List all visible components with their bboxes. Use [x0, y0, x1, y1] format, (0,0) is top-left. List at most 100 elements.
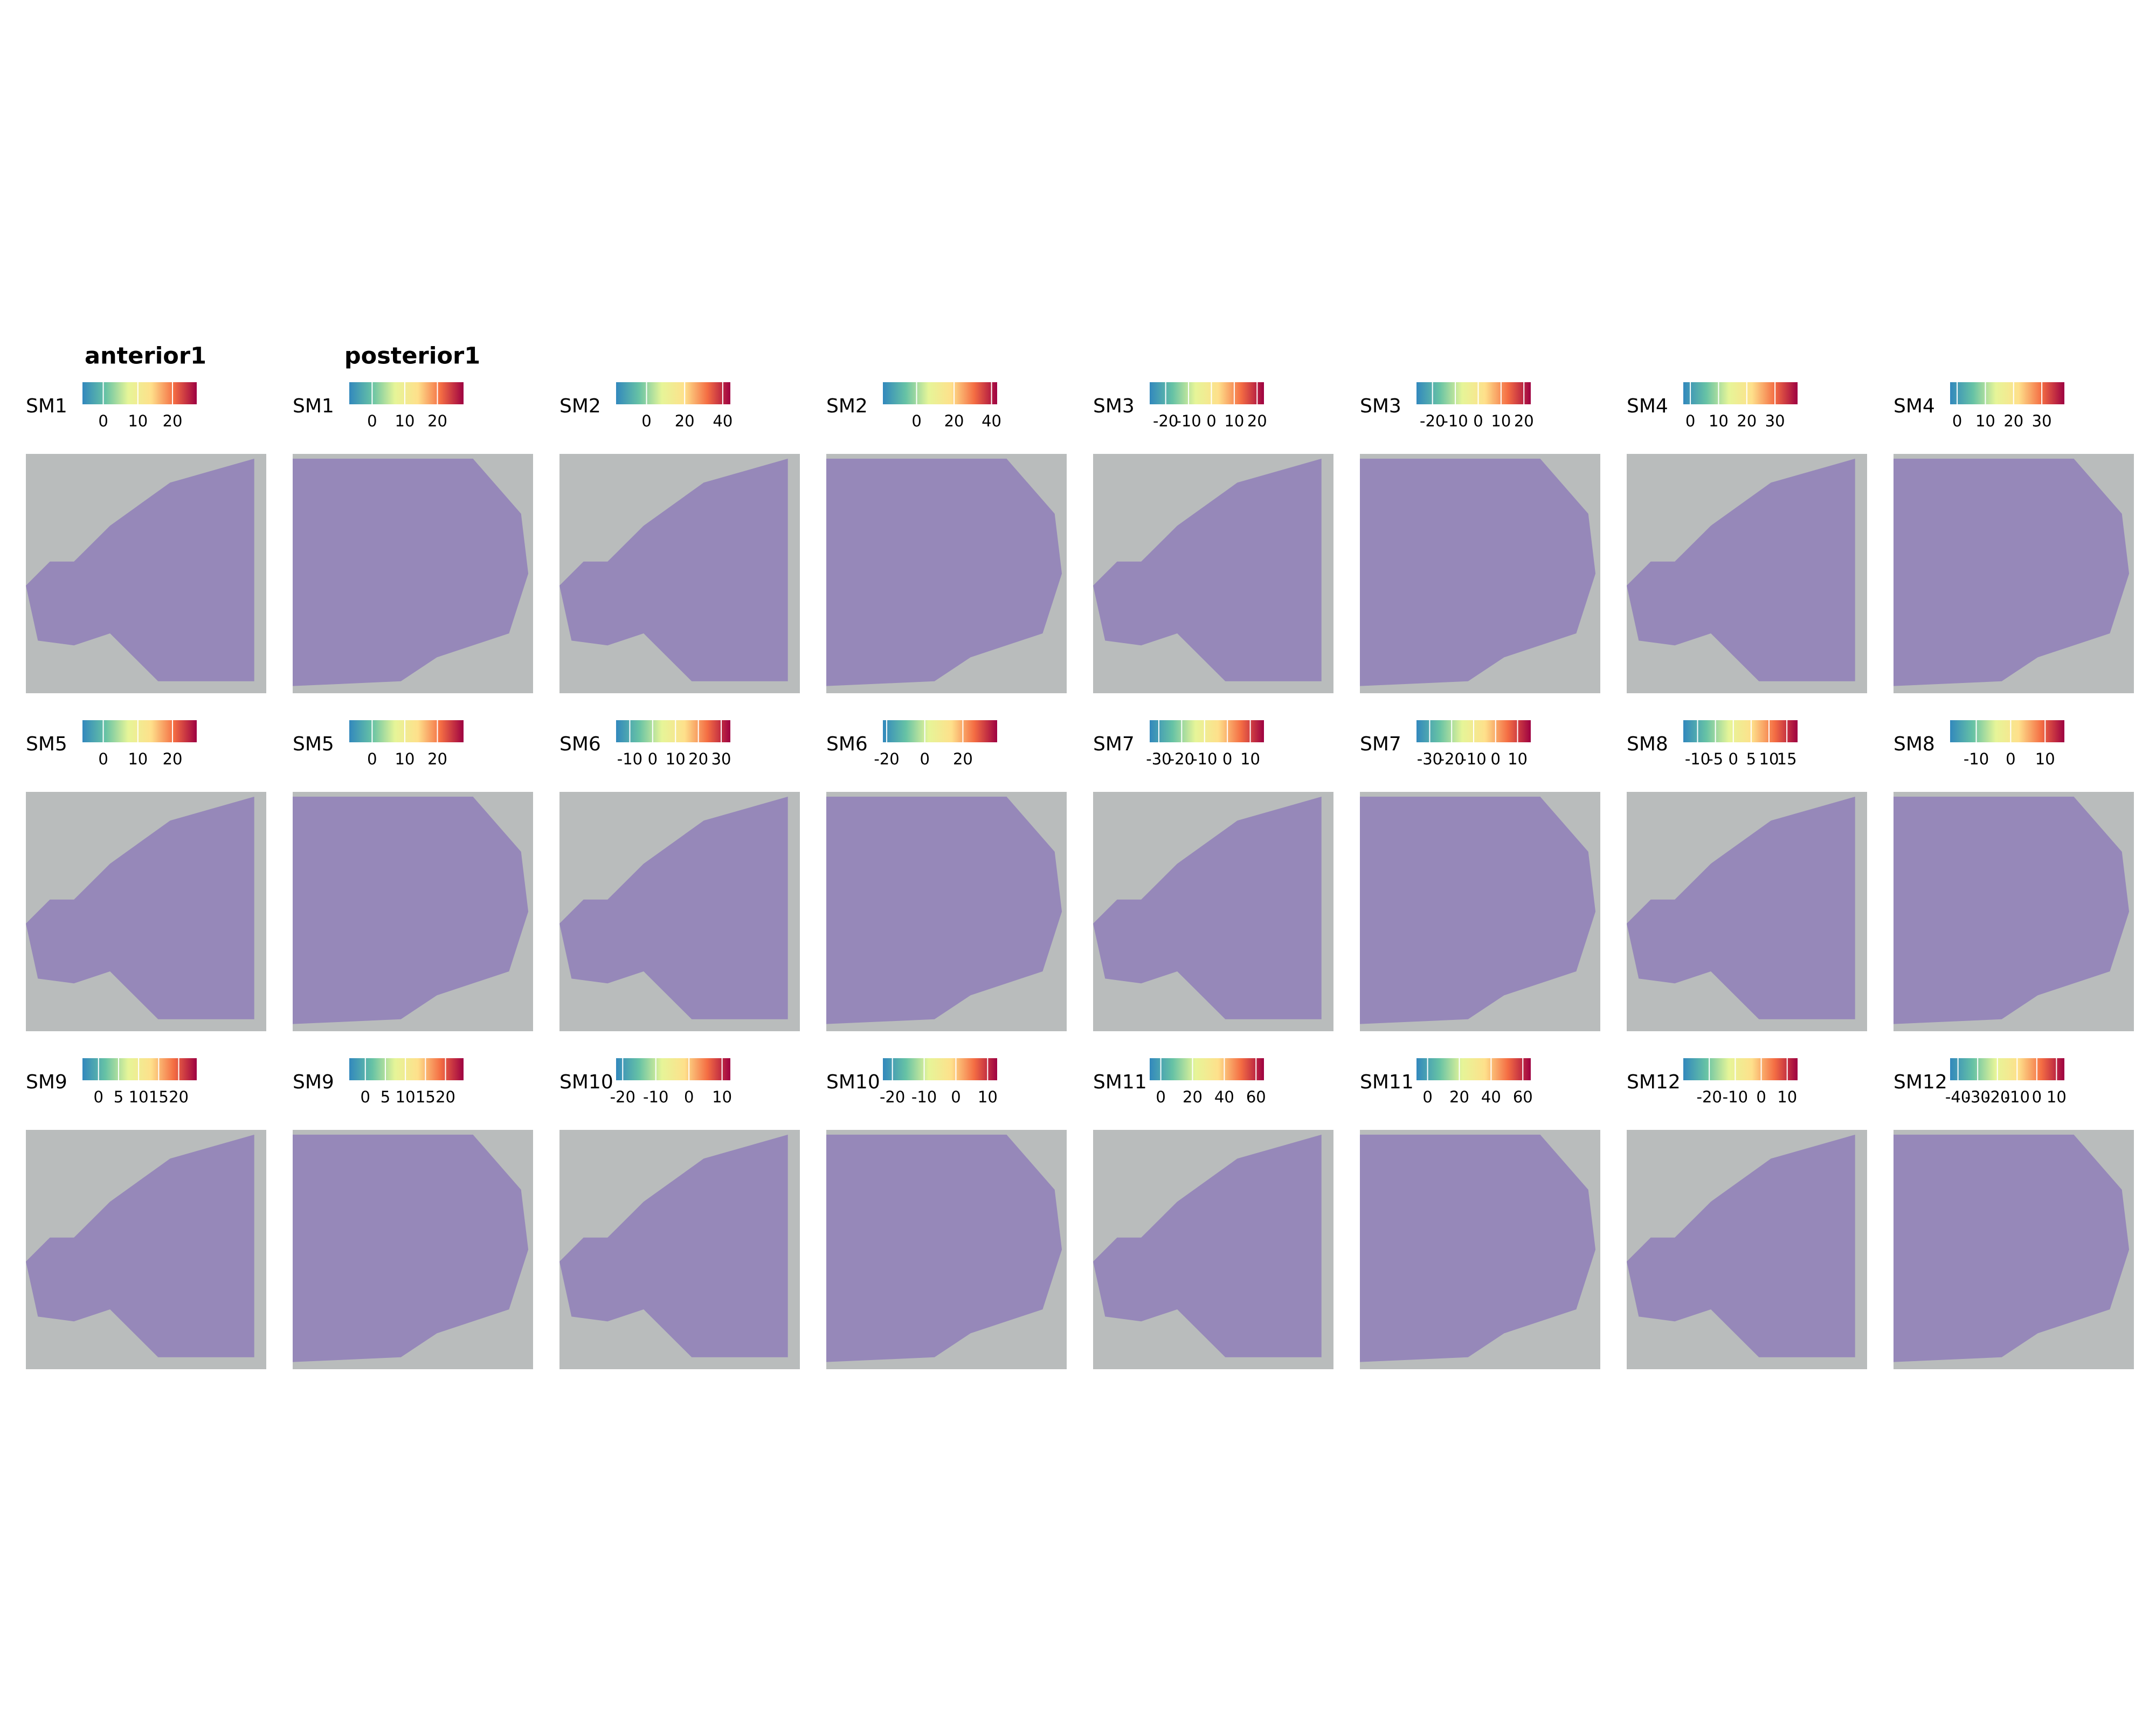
- colorbar-tick-label: -10: [911, 1088, 937, 1106]
- colorbar: [1416, 382, 1531, 404]
- colorbar-tick-label: -10: [617, 750, 642, 768]
- colorbar-tick-label: 20: [163, 412, 183, 430]
- colorbar-tick-label: 20: [1737, 412, 1757, 430]
- tissue-section: [1894, 1134, 2130, 1362]
- colorbar-tick-label: -10: [1442, 412, 1468, 430]
- colorbar-tick-label: 5: [1746, 750, 1756, 768]
- colorbar: [883, 382, 997, 404]
- colorbar-tick-label: 0: [2032, 1088, 2042, 1106]
- colorbar-tick-label: -30: [1965, 1088, 1990, 1106]
- colorbar-tick-label: 10: [395, 750, 415, 768]
- tissue-section: [559, 458, 788, 681]
- tissue-section: [1894, 458, 2130, 686]
- colorbar-tick-label: 0: [94, 1088, 103, 1106]
- colorbar-tick-label: 10: [1759, 750, 1779, 768]
- colorbar: [1950, 720, 2064, 742]
- colorbar-tick-label: 20: [675, 412, 695, 430]
- colorbar-tick-label: -20: [610, 1088, 635, 1106]
- colorbar-tick-label: 0: [1206, 412, 1216, 430]
- colorbar-tick-label: 10: [128, 412, 148, 430]
- tissue-section: [293, 796, 529, 1024]
- colorbar-tick-label: 10: [978, 1088, 998, 1106]
- colorbar-tick-label: -20: [880, 1088, 905, 1106]
- colorbar-tick-label: -10: [1964, 750, 1989, 768]
- panel-label: SM2: [559, 395, 601, 417]
- panel-label: SM4: [1894, 395, 1935, 417]
- panel-label: SM4: [1627, 395, 1668, 417]
- colorbar-tick-label: 10: [2035, 750, 2055, 768]
- panel-label: SM8: [1627, 733, 1668, 755]
- colorbar-tick-label: 0: [911, 412, 921, 430]
- colorbar-tick-label: 0: [98, 412, 108, 430]
- colorbar-tick-label: 20: [436, 1088, 455, 1106]
- colorbar-tick-label: 30: [711, 750, 731, 768]
- colorbar-tick-label: -10: [1192, 750, 1217, 768]
- colorbar: [1950, 1058, 2064, 1080]
- colorbar-tick-label: -30: [1417, 750, 1442, 768]
- colorbar-tick-label: -10: [1685, 750, 1710, 768]
- colorbar-tick-label: -20: [1420, 412, 1445, 430]
- colorbar-tick-label: 0: [367, 750, 377, 768]
- colorbar-tick-label: -10: [1723, 1088, 1748, 1106]
- tissue-section: [26, 1134, 254, 1357]
- colorbar-tick-label: 20: [169, 1088, 189, 1106]
- colorbar: [883, 1058, 997, 1080]
- tissue-section: [1360, 1134, 1596, 1362]
- colorbar: [82, 382, 197, 404]
- colorbar-tick-label: 20: [427, 412, 447, 430]
- colorbar-tick-label: 5: [381, 1088, 390, 1106]
- tissue-section: [826, 458, 1062, 686]
- colorbar-tick-label: -30: [1146, 750, 1171, 768]
- colorbar-tick-label: 10: [666, 750, 686, 768]
- tissue-section: [26, 796, 254, 1019]
- colorbar-tick-label: 20: [944, 412, 964, 430]
- colorbar-tick-label: -40: [1945, 1088, 1971, 1106]
- tissue-section: [1093, 1134, 1322, 1357]
- colorbar-tick-label: 60: [1246, 1088, 1266, 1106]
- colorbar-tick-label: 0: [1685, 412, 1695, 430]
- colorbar-tick-label: 40: [1481, 1088, 1501, 1106]
- colorbar-tick-label: 0: [1156, 1088, 1165, 1106]
- tissue-section: [1360, 458, 1596, 686]
- colorbar-tick-label: 0: [361, 1088, 370, 1106]
- colorbar: [1683, 720, 1798, 742]
- tissue-section: [559, 1134, 788, 1357]
- colorbar-tick-label: 10: [1491, 412, 1511, 430]
- tissue-section: [1627, 458, 1855, 681]
- colorbar-tick-label: 15: [1777, 750, 1797, 768]
- colorbar-tick-label: 0: [684, 1088, 694, 1106]
- column-title: posterior1: [344, 343, 480, 370]
- panel-label: SM9: [293, 1071, 334, 1093]
- colorbar-tick-label: 20: [1247, 412, 1267, 430]
- panel-label: SM6: [559, 733, 601, 755]
- colorbar-tick-label: -20: [1169, 750, 1194, 768]
- colorbar: [616, 720, 730, 742]
- panel-label: SM11: [1093, 1071, 1147, 1093]
- colorbar-tick-label: -5: [1708, 750, 1723, 768]
- colorbar: [883, 720, 997, 742]
- tissue-section: [1627, 796, 1855, 1019]
- colorbar: [616, 382, 730, 404]
- colorbar-tick-label: 0: [2006, 750, 2015, 768]
- colorbar-tick-label: 10: [712, 1088, 732, 1106]
- tissue-section: [826, 796, 1062, 1024]
- colorbar-tick-label: 0: [1729, 750, 1738, 768]
- colorbar-tick-label: 30: [1765, 412, 1785, 430]
- colorbar: [616, 1058, 730, 1080]
- tissue-section: [293, 458, 529, 686]
- colorbar-tick-label: 10: [1709, 412, 1729, 430]
- colorbar-tick-label: -20: [1439, 750, 1464, 768]
- panel-label: SM5: [293, 733, 334, 755]
- colorbar-tick-label: -20: [874, 750, 899, 768]
- colorbar: [1683, 382, 1798, 404]
- tissue-section: [1093, 796, 1322, 1019]
- colorbar: [1416, 1058, 1531, 1080]
- colorbar-tick-label: 0: [1222, 750, 1232, 768]
- colorbar-tick-label: 0: [1491, 750, 1501, 768]
- panel-label: SM5: [26, 733, 67, 755]
- tissue-section: [1894, 796, 2130, 1024]
- tissue-section: [559, 796, 788, 1019]
- tissue-section: [1093, 458, 1322, 681]
- tissue-section: [826, 1134, 1062, 1362]
